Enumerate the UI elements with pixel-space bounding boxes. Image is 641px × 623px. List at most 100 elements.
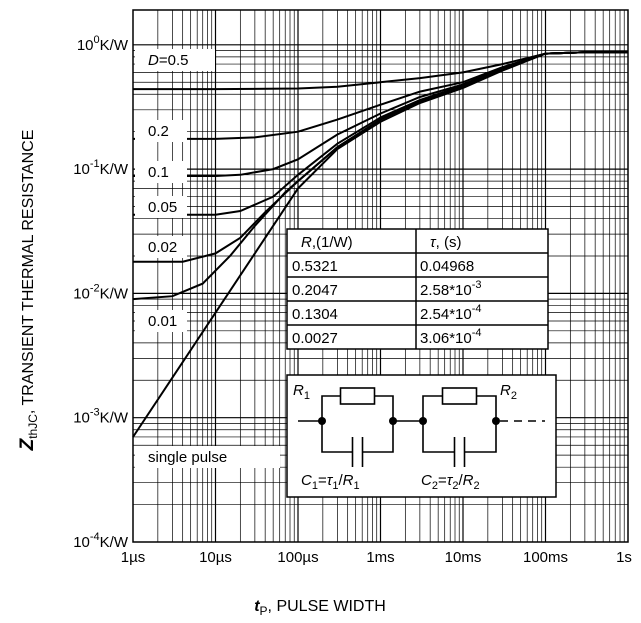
series-label-box bbox=[135, 196, 187, 218]
c1-r: R bbox=[343, 472, 354, 489]
circuit-wire bbox=[321, 395, 341, 421]
c1-eq: = bbox=[318, 472, 327, 489]
series-label: 0.02 bbox=[148, 239, 177, 256]
y-tick-exponent: -1 bbox=[90, 158, 100, 170]
c1-div: / bbox=[338, 472, 343, 489]
series-label-box bbox=[135, 49, 215, 71]
r2-symbol: R bbox=[500, 382, 511, 399]
table-cell-tau-base: 3.06*10 bbox=[420, 330, 472, 347]
table-cell-tau-base: 2.58*10 bbox=[420, 282, 472, 299]
x-axis-title-text: , PULSE WIDTH bbox=[268, 598, 386, 615]
y-axis-title: ZthJC, TRANSIENT THERMAL RESISTANCE bbox=[17, 130, 40, 452]
axis-titles: tP, PULSE WIDTH ZthJC, TRANSIENT THERMAL … bbox=[17, 130, 386, 618]
y-tick-unit: K/W bbox=[100, 285, 129, 302]
table-header-unit: , (s) bbox=[436, 234, 462, 251]
y-tick-label: 10-1K/W bbox=[73, 158, 129, 178]
table-cell-tau-exp: -4 bbox=[472, 327, 482, 339]
series-label-box bbox=[135, 446, 280, 468]
r1-label: R1 bbox=[293, 382, 310, 402]
r1-subscript: 1 bbox=[304, 390, 310, 402]
c2-div: / bbox=[458, 472, 463, 489]
table-cell-r: 0.5321 bbox=[292, 258, 338, 275]
series-label-text: 0.01 bbox=[148, 313, 177, 330]
c2-r: R bbox=[463, 472, 474, 489]
table-background bbox=[286, 228, 549, 350]
table-header-symbol: τ bbox=[430, 234, 437, 251]
series-label-value: =0.5 bbox=[159, 52, 189, 69]
circuit-wire bbox=[321, 421, 353, 453]
y-tick-unit: K/W bbox=[100, 37, 129, 54]
rc2-resistor bbox=[441, 387, 478, 405]
c1-tau: τ bbox=[327, 472, 334, 489]
y-tick-unit: K/W bbox=[100, 410, 129, 427]
r2-subscript: 2 bbox=[511, 390, 517, 402]
series-line bbox=[132, 51, 628, 438]
table-header-r: R,(1/W) bbox=[301, 234, 353, 251]
y-tick-base: 10 bbox=[77, 37, 94, 54]
series-label: single pulse bbox=[148, 449, 227, 466]
table-cell-r: 0.0027 bbox=[292, 330, 338, 347]
y-tick-exponent: -3 bbox=[90, 407, 100, 419]
series-label: 0.05 bbox=[148, 199, 177, 216]
curve-labels: D=0.5 0.2 0.1 0.05 0.02 0.01 single pulse bbox=[135, 49, 280, 468]
series-label: 0.1 bbox=[148, 164, 169, 181]
y-axis-title-text: , TRANSIENT THERMAL RESISTANCE bbox=[20, 130, 37, 415]
series-label-text: 0.02 bbox=[148, 239, 177, 256]
y-tick-label: 10-3K/W bbox=[73, 407, 129, 427]
series-label-box bbox=[135, 236, 187, 258]
series-label-box bbox=[135, 310, 187, 332]
table-cell-r: 0.2047 bbox=[292, 282, 338, 299]
table-header-unit: ,(1/W) bbox=[312, 234, 353, 251]
circuit-node bbox=[389, 417, 397, 425]
circuit-node bbox=[492, 417, 500, 425]
r1-symbol: R bbox=[293, 382, 304, 399]
c2-r-sub: 2 bbox=[474, 480, 480, 492]
circuit-wire bbox=[464, 421, 497, 453]
c1-r-sub: 1 bbox=[354, 480, 360, 492]
table-header-symbol: R bbox=[301, 234, 312, 251]
series-label-text: single pulse bbox=[148, 449, 227, 466]
y-tick-label: 10-4K/W bbox=[73, 531, 129, 551]
table-cell-tau: 2.54*10-4 bbox=[420, 303, 482, 323]
c2-tau: τ bbox=[447, 472, 454, 489]
c1-c-sub: 1 bbox=[312, 480, 318, 492]
tick-labels: 1µs 10µs 100µs 1ms 10ms 100ms 1s100K/W10-1K/W1… bbox=[73, 34, 632, 566]
x-tick-label: 100µs bbox=[277, 549, 318, 566]
c2-tau-sub: 2 bbox=[452, 480, 458, 492]
y-tick-base: 10 bbox=[73, 410, 90, 427]
series-label: 0.01 bbox=[148, 313, 177, 330]
y-tick-base: 10 bbox=[73, 285, 90, 302]
x-axis-title-symbol: t bbox=[254, 598, 260, 615]
y-axis-title-subscript: thJC bbox=[26, 414, 40, 439]
rc1-resistor bbox=[339, 387, 376, 405]
curves bbox=[132, 51, 628, 438]
y-axis-title-symbol: Z bbox=[17, 437, 38, 451]
c1-tau-sub: 1 bbox=[332, 480, 338, 492]
circuit-wire bbox=[422, 421, 455, 453]
circuit-wire bbox=[476, 395, 497, 421]
table-header-tau: τ, (s) bbox=[430, 234, 461, 251]
y-tick-exponent: 0 bbox=[94, 34, 100, 46]
y-tick-unit: K/W bbox=[100, 161, 129, 178]
circuit-node bbox=[318, 417, 326, 425]
x-tick-label: 10µs bbox=[199, 549, 232, 566]
y-tick-unit: K/W bbox=[100, 534, 129, 551]
x-tick-label: 1µs bbox=[121, 549, 146, 566]
c1-label: C1=τ1/R1 bbox=[301, 472, 360, 492]
x-tick-label: 10ms bbox=[445, 549, 482, 566]
y-tick-label: 100K/W bbox=[77, 34, 129, 54]
y-tick-label: 10-2K/W bbox=[73, 282, 129, 302]
x-axis-title-subscript: P bbox=[260, 604, 268, 618]
circuit-wire bbox=[362, 421, 394, 453]
series-label-box bbox=[135, 120, 187, 142]
series-label: D=0.5 bbox=[148, 52, 188, 69]
y-tick-exponent: -4 bbox=[90, 531, 100, 543]
series-label-text: 0.1 bbox=[148, 164, 169, 181]
c1-c: C bbox=[301, 472, 312, 489]
c2-c: C bbox=[421, 472, 432, 489]
table-cell-tau-exp: -4 bbox=[472, 303, 482, 315]
circuit-wire bbox=[374, 395, 394, 421]
